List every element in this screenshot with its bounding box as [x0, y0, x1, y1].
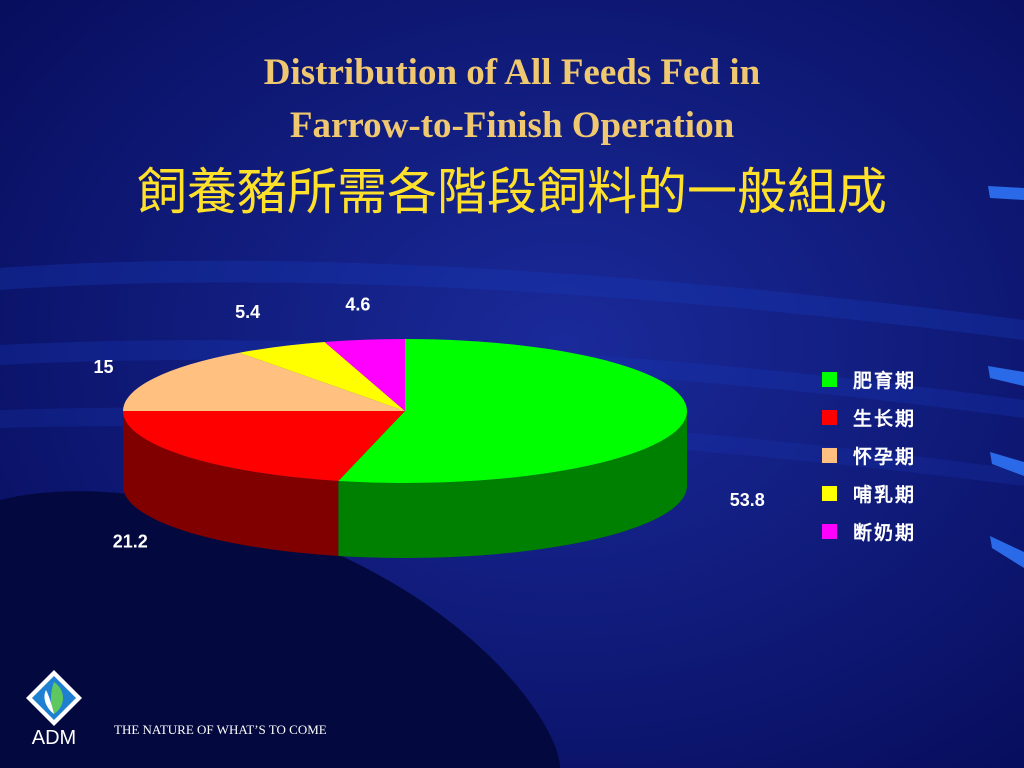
legend-swatch-3: [822, 486, 837, 501]
pie-slice-0: [338, 339, 688, 483]
pie-side-0: [338, 411, 687, 558]
data-label-4: 4.6: [345, 294, 370, 314]
legend-swatch-1: [822, 410, 837, 425]
legend-swatch-2: [822, 448, 837, 463]
legend-label-1: 生长期: [853, 407, 916, 430]
logo-text: ADM: [32, 727, 76, 748]
data-label-2: 15: [94, 357, 114, 377]
data-label-3: 5.4: [235, 302, 260, 322]
legend-label-4: 断奶期: [853, 521, 916, 544]
chart-title-line2: Farrow-to-Finish Operation: [289, 105, 735, 146]
pie-side-1: [123, 411, 339, 556]
chart-title-line1: Distribution of All Feeds Fed in: [263, 52, 761, 93]
pie-sides: [123, 411, 687, 558]
legend-label-0: 肥育期: [853, 369, 916, 392]
legend-label-2: 怀孕期: [853, 445, 916, 468]
adm-logo: ADM: [26, 670, 82, 748]
legend-swatch-4: [822, 524, 837, 539]
legend-label-3: 哺乳期: [853, 483, 916, 506]
data-label-0: 53.8: [730, 490, 765, 510]
chart-title-chinese: 飼養豬所需各階段飼料的一般組成: [137, 163, 887, 221]
data-label-1: 21.2: [113, 532, 148, 552]
pie-slice-2: [123, 352, 405, 411]
legend-swatch-0: [822, 372, 837, 387]
footer-tagline: THE NATURE OF WHAT’S TO COME: [114, 722, 327, 737]
pie-slice-1: [123, 411, 405, 481]
pie-slice-3: [239, 341, 405, 411]
pie-top: [123, 339, 688, 483]
pie-slice-4: [324, 339, 405, 411]
pie-data-labels: 53.8 21.2 15 5.4 4.6: [94, 294, 765, 551]
